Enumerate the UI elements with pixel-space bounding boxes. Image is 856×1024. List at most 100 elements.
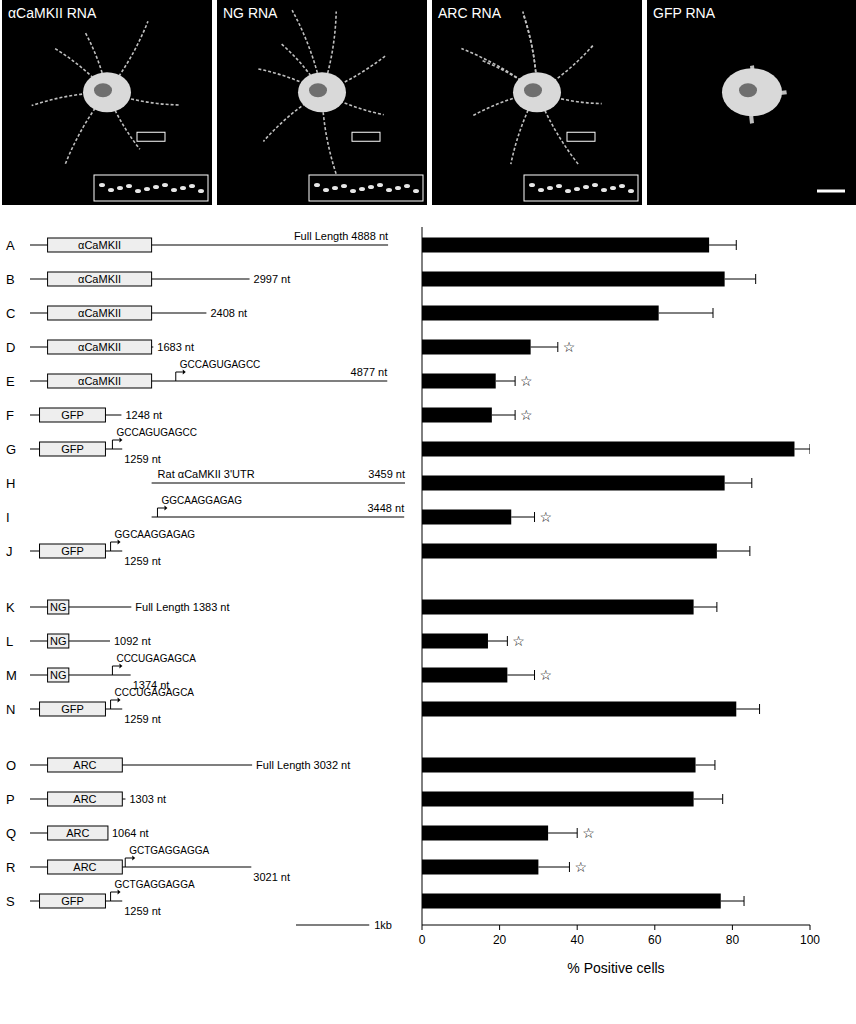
cds-label: GFP <box>61 545 84 557</box>
inset-puncta <box>538 188 544 192</box>
insert-sequence: CCCUGAGAGCA <box>116 653 196 664</box>
inset-puncta <box>341 184 347 188</box>
soma <box>722 68 782 116</box>
insert-arrow <box>112 440 119 449</box>
insert-arrowhead <box>119 664 122 669</box>
inset-puncta <box>126 184 132 188</box>
construct-letter: K <box>6 600 15 615</box>
cds-label: GFP <box>61 703 84 715</box>
micrograph: αCaMKII RNA <box>2 0 212 205</box>
error-bar <box>725 478 752 488</box>
x-tick-label: 100 <box>800 933 820 947</box>
micrograph-ground <box>432 0 642 205</box>
soma <box>83 72 131 112</box>
cds-label: GFP <box>61 443 84 455</box>
constructs: AαCaMKIIFull Length 4888 ntBαCaMKII2997 … <box>6 230 405 917</box>
construct-letter: H <box>6 476 15 491</box>
bar <box>422 826 548 841</box>
length-label: 1259 nt <box>124 905 161 917</box>
inset-puncta <box>350 189 356 193</box>
micrograph-ground <box>647 0 856 205</box>
y-axis-line <box>422 227 423 925</box>
bar <box>422 272 725 287</box>
construct-line <box>30 606 131 607</box>
bar <box>422 374 496 389</box>
x-tick-label: 40 <box>571 933 585 947</box>
construct: KNGFull Length 1383 nt <box>6 600 230 615</box>
error-cap <box>722 794 723 804</box>
inset-puncta <box>323 188 329 192</box>
bar <box>422 306 659 321</box>
construct-letter: L <box>6 634 13 649</box>
significance-star: ☆ <box>520 407 533 423</box>
cds-label: GFP <box>61 409 84 421</box>
error-line <box>511 517 534 518</box>
insert-arrow <box>111 542 118 551</box>
nucleus <box>739 83 757 97</box>
error-cap <box>744 896 745 906</box>
soma <box>513 72 561 112</box>
construct-letter: B <box>6 272 15 287</box>
inset-puncta <box>99 183 105 187</box>
micrograph: NG RNA <box>217 0 427 205</box>
error-line <box>492 415 515 416</box>
error-bar <box>538 862 569 872</box>
length-label: Full Length 3032 nt <box>256 759 350 771</box>
length-label: Full Length 1383 nt <box>135 601 229 613</box>
construct: EαCaMKIIGCCAGUGAGCC4877 nt <box>6 359 387 389</box>
inset-puncta <box>180 186 186 190</box>
error-line <box>794 449 810 450</box>
bar <box>422 340 531 355</box>
construct-letter: S <box>6 894 15 909</box>
construct-letter: C <box>6 306 15 321</box>
insert-arrowhead <box>132 856 135 861</box>
inset-puncta <box>413 189 419 193</box>
inset-box <box>137 132 165 141</box>
cds-box <box>48 600 69 614</box>
bar <box>422 408 492 423</box>
error-cap <box>716 602 717 612</box>
cds-label: ARC <box>73 793 96 805</box>
error-cap <box>534 670 535 680</box>
insert-sequence: GCCAGUGAGCC <box>180 359 261 370</box>
inset-puncta <box>628 189 634 193</box>
significance-star: ☆ <box>520 373 533 389</box>
x-tick <box>499 925 500 930</box>
insert-arrowhead <box>118 698 121 703</box>
insert-arrowhead <box>118 540 121 545</box>
nucleus <box>309 83 327 97</box>
construct-letter: A <box>6 238 15 253</box>
bar <box>422 442 794 457</box>
micrograph: GFP RNA <box>647 0 856 205</box>
error-bar <box>717 546 750 556</box>
x-tick <box>422 925 423 930</box>
construct: LNG1092 nt <box>6 634 151 649</box>
cds-label: αCaMKII <box>78 341 121 353</box>
bar <box>422 702 736 717</box>
bar <box>422 668 507 683</box>
error-cap <box>577 828 578 838</box>
insert-sequence: GCCAGUGAGCC <box>116 427 197 438</box>
bar <box>422 544 717 559</box>
cds-box <box>48 340 152 354</box>
inset-puncta <box>153 185 159 189</box>
error-bar <box>548 828 577 838</box>
construct-letter: I <box>6 510 10 525</box>
insert-sequence: CCCUGAGAGCA <box>115 687 195 698</box>
inset <box>94 175 208 201</box>
error-bar <box>507 670 534 680</box>
construct: IGGCAAGGAGAG3448 nt <box>6 495 404 525</box>
micrograph-ground <box>2 0 212 205</box>
inset-puncta <box>574 187 580 191</box>
cds-box <box>48 634 69 648</box>
length-label: 1259 nt <box>124 713 161 725</box>
error-line <box>496 381 515 382</box>
x-tick <box>577 925 578 930</box>
cds-label: ARC <box>73 861 96 873</box>
construct: JGFPGGCAAGGAGAG1259 nt <box>6 529 195 567</box>
bar <box>422 634 488 649</box>
construct-letter: F <box>6 408 14 423</box>
length-label: 1303 nt <box>129 793 166 805</box>
insert-arrowhead <box>164 506 167 511</box>
inset-puncta <box>386 188 392 192</box>
